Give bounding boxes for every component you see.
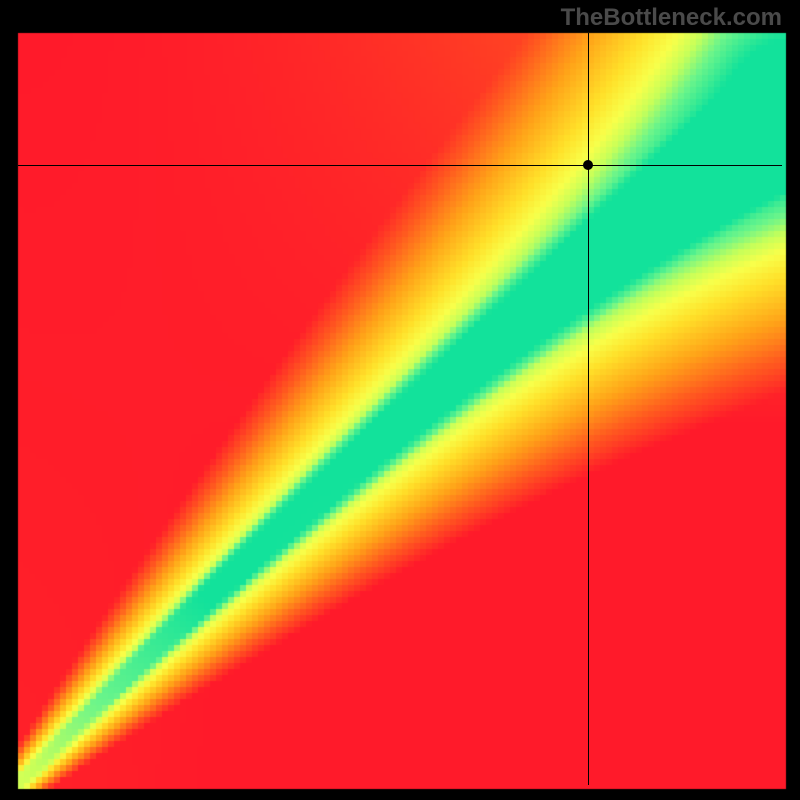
chart-container: { "watermark": "TheBottleneck.com", "can… <box>0 0 800 800</box>
bottleneck-heatmap <box>0 0 800 800</box>
crosshair-marker <box>583 160 593 170</box>
crosshair-horizontal <box>18 165 782 166</box>
watermark-text: TheBottleneck.com <box>561 4 782 32</box>
crosshair-vertical <box>588 33 589 785</box>
